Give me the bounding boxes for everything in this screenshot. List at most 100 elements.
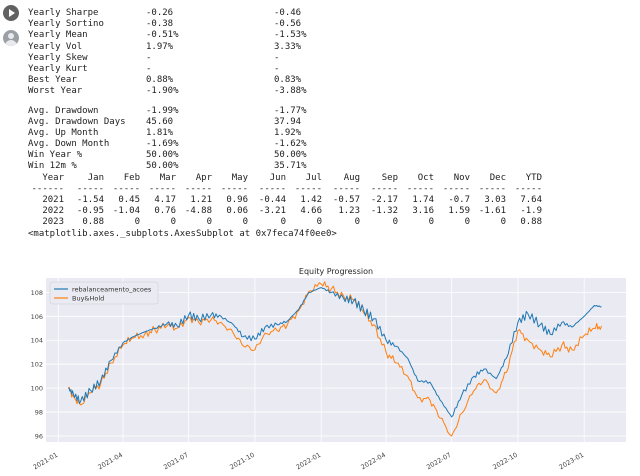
stat-value-benchmark: -0.56 [274, 19, 302, 30]
table-cell: 0 [392, 217, 398, 228]
table-cell: ------ [31, 183, 64, 194]
stats-row: Avg. Drawdown Days 45.60 37.94 [28, 117, 638, 128]
stat-value-benchmark: -3.88% [274, 86, 307, 97]
table-cell: Apr [195, 172, 212, 183]
stat-value-strategy: -1.90% [146, 86, 179, 97]
chart-title: Equity Progression [299, 267, 373, 276]
table-cell: 0 [242, 217, 248, 228]
avatar [3, 30, 19, 46]
table-cell: 0 [428, 217, 434, 228]
stat-value-strategy: -1.69% [146, 139, 179, 150]
y-tick-label: 102 [31, 361, 43, 369]
stat-label: Yearly Sortino [28, 19, 104, 30]
stat-value-strategy: 45.60 [146, 116, 174, 127]
table-cell: ----- [370, 183, 398, 194]
stat-label: Yearly Skew [28, 52, 88, 63]
table-row: 2023 0.88 0 0 0 0 0 0 0 0 0 0 0 0.88 [28, 217, 542, 228]
stats-row: Worst Year -1.90% -3.88% [28, 86, 638, 97]
table-cell: 1.59 [448, 206, 470, 217]
stats-row: Yearly Kurt - - [28, 64, 638, 75]
table-cell: 1.21 [190, 195, 212, 206]
stat-label: Avg. Drawdown [28, 105, 99, 116]
table-cell: ----- [220, 183, 248, 194]
table-cell: 0 [170, 217, 176, 228]
stats-row: Avg. Drawdown -1.99% -1.77% [28, 106, 638, 117]
table-cell: 3.16 [412, 206, 434, 217]
stat-value-benchmark: -0.46 [274, 8, 302, 18]
table-cell: 0 [500, 217, 506, 228]
y-tick-label: 108 [31, 289, 43, 297]
stats-row: Win 12m % 50.00% 35.71% [28, 161, 638, 172]
stat-value-strategy: 50.00% [146, 150, 179, 161]
table-cell: -0.95 [76, 206, 104, 217]
table-cell: 4.66 [300, 206, 322, 217]
y-tick-label: 100 [31, 385, 43, 393]
table-separator-row: ------ ----- ----- ----- ----- ----- ----- ----… [28, 184, 542, 195]
table-cell: Sep [381, 172, 398, 183]
table-cell: -0.57 [332, 195, 360, 206]
run-cell-icon[interactable] [3, 5, 19, 21]
x-tick-label: 2022-10 [491, 451, 519, 472]
stats-row: Yearly Sortino -0.38 -0.56 [28, 19, 638, 30]
table-cell: Jul [305, 172, 322, 183]
table-cell: 0 [134, 217, 140, 228]
stat-value-strategy: 50.00% [146, 161, 179, 172]
legend-label: Buy&Hold [72, 294, 104, 302]
stat-value-strategy: -0.51% [146, 30, 179, 41]
stats-block: Yearly Sharpe -0.26 -0.46 Yearly Sortino -0.… [28, 8, 638, 98]
legend-box [49, 281, 159, 305]
table-cell: ----- [478, 183, 506, 194]
y-tick-label: 106 [31, 313, 43, 321]
stat-value-benchmark: 3.33% [274, 41, 302, 52]
table-cell: 1.74 [412, 195, 434, 206]
stat-value-strategy: -0.26 [146, 8, 174, 18]
table-cell: Nov [453, 172, 470, 183]
table-cell: 0 [354, 217, 360, 228]
table-cell: -3.21 [258, 206, 286, 217]
stat-value-benchmark: - [274, 63, 280, 74]
stat-value-benchmark: -1.62% [274, 139, 307, 150]
table-cell: -1.61 [478, 206, 506, 217]
table-cell: ----- [294, 183, 322, 194]
y-tick-label: 96 [35, 433, 43, 441]
y-tick-label: 98 [35, 409, 43, 417]
table-cell: Jan [87, 172, 104, 183]
stats-row: Best Year 0.88% 0.83% [28, 75, 638, 86]
stat-value-benchmark: 37.94 [274, 116, 302, 127]
table-row: 2021 -1.54 0.45 4.17 1.21 0.96 -0.44 1.42 -0.57-… [28, 195, 542, 206]
table-cell: Feb [123, 172, 140, 183]
stat-label: Best Year [28, 75, 77, 86]
x-tick-label: 2023-01 [558, 451, 586, 472]
stat-value-benchmark: -1.77% [274, 105, 307, 116]
cell-gutter [0, 0, 24, 476]
table-cell: -2.17 [370, 195, 398, 206]
table-cell: -0.44 [258, 195, 286, 206]
table-cell: 2023 [42, 217, 64, 228]
stat-label: Worst Year [28, 86, 83, 97]
table-cell: 1.23 [338, 206, 360, 217]
cell-output: Yearly Sharpe -0.26 -0.46 Yearly Sortino -0.… [28, 0, 638, 240]
table-cell: ----- [184, 183, 212, 194]
table-cell: ----- [258, 183, 286, 194]
stat-value-benchmark: - [274, 52, 280, 63]
table-cell: -1.32 [370, 206, 398, 217]
table-cell: 0.45 [118, 195, 140, 206]
stat-value-strategy: - [146, 63, 152, 74]
x-tick-label: 2022-04 [360, 451, 388, 472]
stats-row: Avg. Up Month 1.81% 1.92% [28, 128, 638, 139]
table-cell: 2022 [42, 206, 64, 217]
table-cell: ----- [76, 183, 104, 194]
table-cell: ----- [112, 183, 140, 194]
stat-value-benchmark: -1.53% [274, 30, 307, 41]
stat-label: Yearly Vol [28, 41, 83, 52]
x-tick-label: 2022-07 [425, 451, 453, 472]
table-cell: 2021 [42, 195, 64, 206]
table-cell: ----- [514, 183, 542, 194]
x-tick-label: 2021-01 [32, 451, 60, 472]
stat-label: Win Year % [28, 150, 83, 161]
stat-value-strategy: 1.81% [146, 127, 174, 138]
table-cell: ----- [332, 183, 360, 194]
x-tick-label: 2022-01 [295, 451, 323, 472]
stats-row: Yearly Sharpe -0.26 -0.46 [28, 8, 638, 19]
stats-row: Avg. Down Month -1.69% -1.62% [28, 139, 638, 150]
